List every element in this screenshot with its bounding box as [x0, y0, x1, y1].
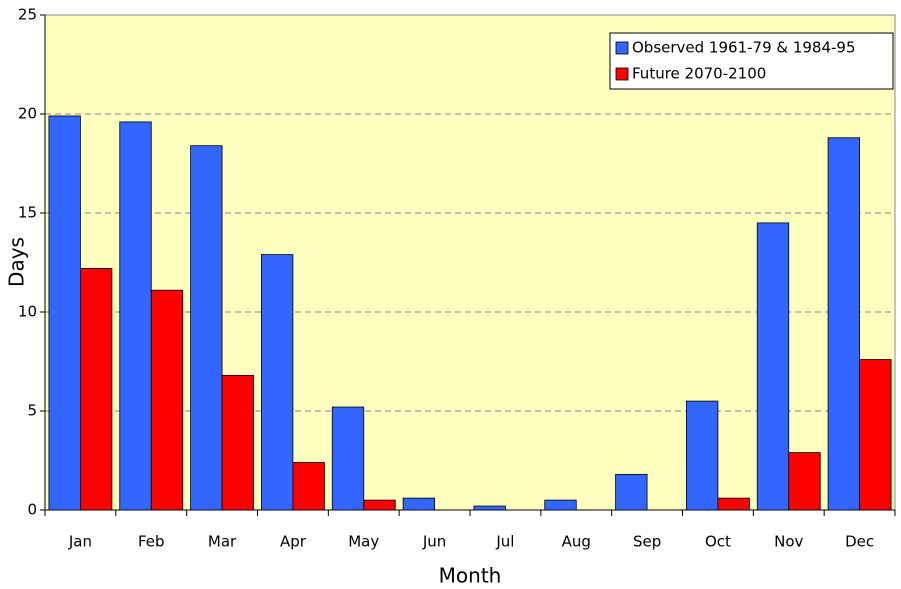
- x-tick-label: Sep: [633, 533, 661, 551]
- y-tick-label: 5: [27, 402, 37, 420]
- bar: [717, 497, 750, 511]
- bar: [615, 473, 648, 511]
- x-tick-label: Feb: [138, 533, 165, 551]
- bar: [859, 359, 892, 511]
- plot-area: [44, 14, 896, 511]
- legend-swatch: [615, 41, 629, 55]
- y-axis-title: Days: [5, 237, 29, 287]
- x-tick-label: Jan: [68, 533, 92, 551]
- bar: [292, 462, 325, 511]
- bar: [363, 499, 396, 511]
- bar: [756, 222, 790, 511]
- x-tick-label: Dec: [845, 533, 874, 551]
- x-axis-title: Month: [439, 564, 502, 588]
- x-tick-label: Aug: [562, 533, 591, 551]
- bar: [686, 400, 719, 511]
- x-tick-label: Oct: [705, 533, 731, 551]
- x-tick-label: Jul: [495, 533, 514, 551]
- x-tick-label: Mar: [208, 533, 237, 551]
- bar: [544, 499, 577, 511]
- legend-box: [609, 32, 894, 90]
- x-tick-label: Nov: [774, 533, 803, 551]
- bar: [331, 406, 365, 511]
- bar: [48, 115, 81, 511]
- x-tick-label: May: [348, 533, 379, 551]
- bar: [150, 289, 184, 511]
- bar: [119, 121, 152, 511]
- bar: [221, 374, 254, 511]
- legend-swatch: [615, 67, 629, 81]
- bar: [827, 137, 860, 511]
- y-tick-label: 0: [27, 501, 37, 519]
- y-tick-label: 25: [18, 6, 37, 24]
- x-tick-label: Jun: [422, 533, 446, 551]
- bar: [788, 452, 821, 511]
- y-tick-label: 15: [18, 204, 37, 222]
- y-tick-label: 10: [18, 303, 37, 321]
- y-tick-label: 20: [18, 105, 37, 123]
- bar: [402, 497, 435, 511]
- x-tick-label: Apr: [280, 533, 307, 551]
- bar: [261, 254, 294, 511]
- legend-label: Observed 1961-79 & 1984-95: [632, 39, 856, 57]
- bar: [80, 268, 113, 511]
- bar: [473, 505, 506, 511]
- bar: [190, 145, 223, 511]
- legend-label: Future 2070-2100: [632, 65, 766, 83]
